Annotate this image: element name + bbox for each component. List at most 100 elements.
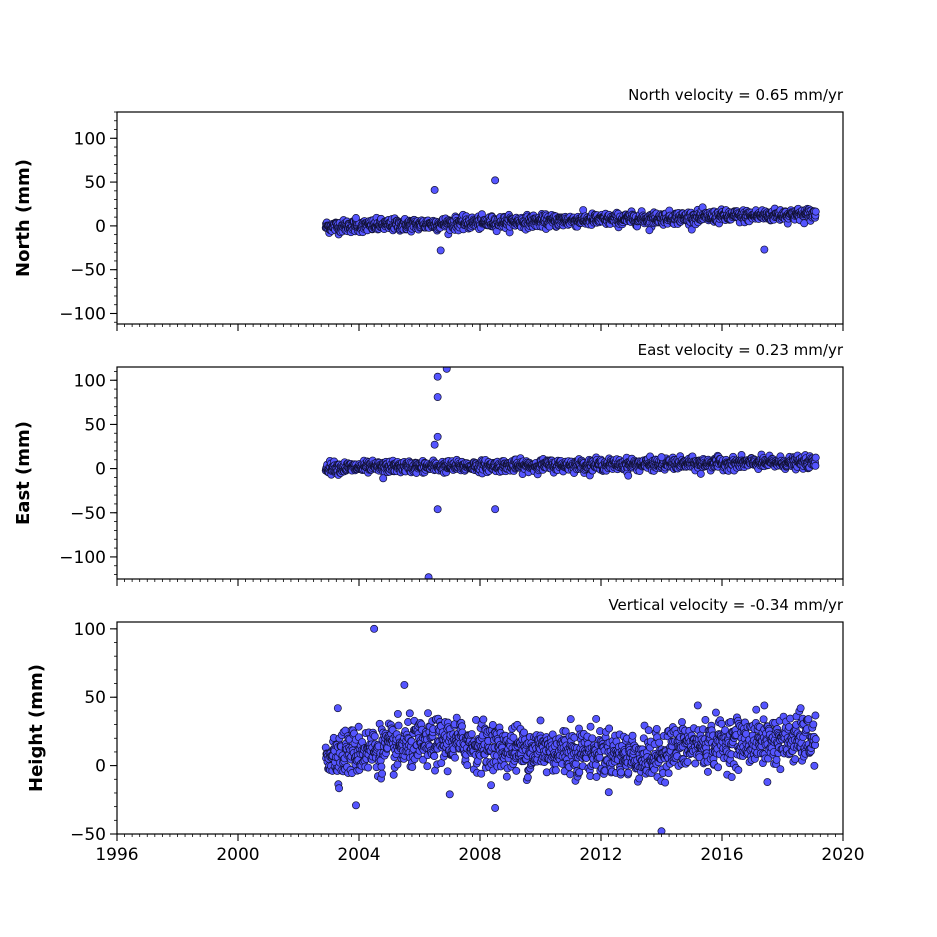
- data-point-outlier: [379, 474, 388, 483]
- y-tick-label: 100: [74, 129, 106, 149]
- data-point-outlier: [370, 624, 379, 633]
- data-point: [604, 788, 613, 797]
- data-point-outlier: [536, 716, 545, 725]
- data-point: [424, 709, 432, 718]
- data-point: [811, 453, 820, 462]
- velocity-title: North velocity = 0.65 mm/yr: [628, 86, 844, 104]
- data-point-outlier: [436, 246, 445, 255]
- data-point: [592, 714, 601, 723]
- y-tick-label: −100: [59, 304, 106, 324]
- data-point-outlier: [442, 367, 451, 373]
- data-point: [488, 721, 497, 729]
- data-point: [566, 770, 575, 779]
- data-point-outlier: [491, 176, 500, 185]
- data-point: [691, 759, 700, 768]
- data-point: [467, 730, 476, 738]
- data-point: [804, 715, 813, 724]
- data-point: [408, 763, 417, 772]
- data-point: [661, 778, 670, 787]
- y-tick-label: 0: [95, 757, 106, 777]
- data-point: [714, 763, 723, 772]
- data-point: [389, 770, 398, 779]
- data-point: [703, 767, 712, 776]
- data-point: [463, 761, 472, 770]
- data-point-outlier: [657, 827, 666, 834]
- data-point: [551, 766, 560, 775]
- data-point-outlier: [657, 453, 666, 462]
- x-tick-label: 2008: [458, 845, 501, 865]
- data-point: [595, 753, 604, 762]
- y-tick-label: −50: [70, 825, 106, 845]
- data-point-outlier: [624, 471, 633, 480]
- data-point: [394, 721, 403, 730]
- data-point: [479, 715, 488, 724]
- y-axis-label: Height (mm): [26, 664, 47, 792]
- data-point: [644, 726, 653, 735]
- data-point: [683, 757, 692, 766]
- data-point: [624, 768, 633, 777]
- y-tick-label: −50: [70, 504, 106, 524]
- data-point-outlier: [430, 440, 439, 449]
- panel-east: −100 −50 0 50 100 East (mm) East velocity = 0.…: [13, 341, 844, 586]
- data-point: [727, 773, 736, 782]
- data-point: [592, 772, 601, 781]
- data-point: [617, 768, 625, 777]
- data-point: [487, 781, 496, 790]
- velocity-title: Vertical velocity = -0.34 mm/yr: [608, 596, 843, 614]
- y-tick-label: 0: [95, 217, 106, 237]
- panel-height: 1996 2000 2004 2008 2012 2016 2020 −50 0 50 100 Hei…: [26, 596, 865, 865]
- data-point: [588, 734, 597, 743]
- data-point-outlier: [333, 704, 342, 713]
- data-point: [809, 720, 818, 729]
- data-point-outlier: [645, 226, 654, 235]
- data-point: [635, 774, 644, 783]
- data-point: [811, 461, 820, 470]
- data-point: [776, 765, 785, 774]
- data-point: [335, 784, 343, 793]
- data-point: [772, 755, 781, 764]
- data-point: [477, 769, 486, 778]
- data-point: [520, 728, 528, 737]
- data-point-outlier: [424, 573, 433, 579]
- velocity-title: East velocity = 0.23 mm/yr: [638, 341, 844, 359]
- data-point-outlier: [352, 214, 360, 222]
- data-point: [605, 724, 614, 733]
- data-point: [509, 733, 518, 742]
- data-point-outlier: [433, 505, 442, 514]
- y-tick-label: −100: [59, 548, 106, 568]
- data-point: [502, 772, 511, 781]
- data-point-outlier: [491, 804, 500, 812]
- data-point: [695, 753, 704, 762]
- data-point-outlier: [796, 704, 805, 713]
- data-point: [791, 755, 800, 764]
- data-point: [377, 762, 386, 771]
- data-point: [678, 718, 686, 726]
- x-tick-label: 2000: [216, 845, 259, 865]
- y-tick-label: 50: [84, 688, 106, 708]
- data-points-north: [321, 176, 820, 255]
- data-point: [811, 711, 820, 720]
- data-point: [561, 727, 570, 736]
- data-point: [652, 724, 661, 733]
- y-axis-label: North (mm): [13, 159, 34, 277]
- data-point: [664, 769, 673, 778]
- y-tick-label: 50: [84, 173, 106, 193]
- y-tick-label: 50: [84, 415, 106, 435]
- data-point: [451, 753, 459, 762]
- data-point: [734, 766, 743, 775]
- x-tick-label: 2020: [821, 845, 864, 865]
- data-point: [811, 735, 820, 744]
- data-point: [378, 769, 387, 778]
- y-tick-label: −50: [70, 261, 106, 281]
- data-point-outlier: [566, 715, 575, 724]
- data-point: [512, 766, 521, 775]
- x-tick-label: 2004: [337, 845, 380, 865]
- data-point: [452, 713, 461, 722]
- data-point: [655, 738, 664, 747]
- data-point: [523, 773, 532, 782]
- y-tick-label: 0: [95, 460, 106, 480]
- data-point: [370, 732, 379, 741]
- y-tick-label: 100: [74, 371, 106, 391]
- data-point-outlier: [445, 790, 454, 799]
- data-point-outlier: [433, 432, 442, 441]
